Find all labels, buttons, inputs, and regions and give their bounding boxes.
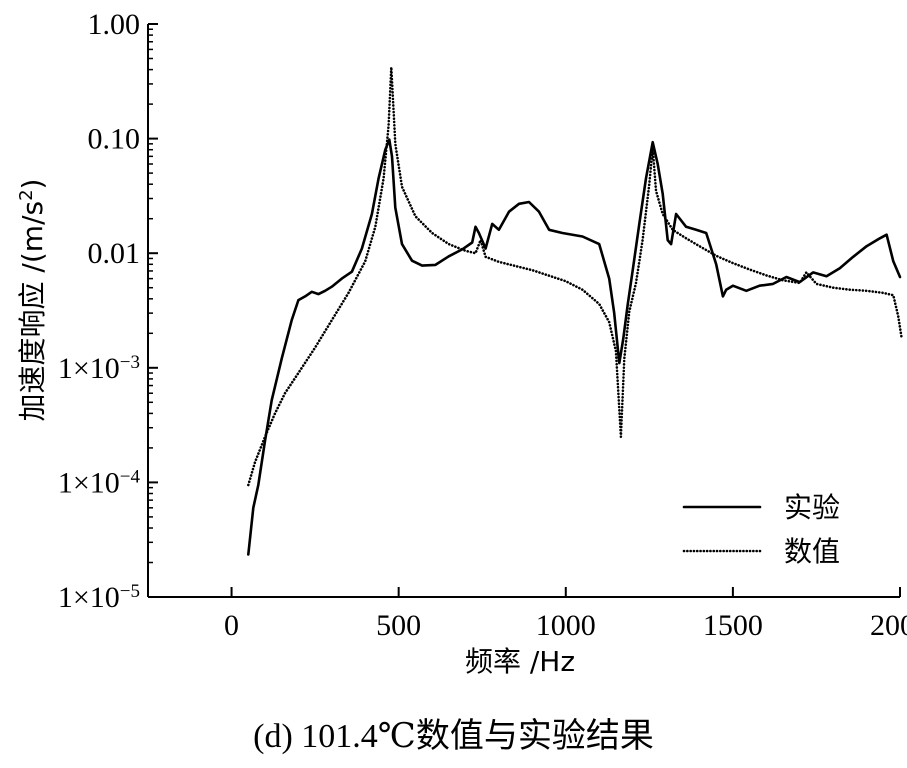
legend-label-experiment: 实验 [784, 491, 840, 524]
series-line-experiment [247, 138, 902, 556]
y-tick-label-2: 0.01 [88, 237, 141, 270]
y-axis-title-base: 加速度响应 /(m/s [16, 201, 49, 422]
series-lines [247, 65, 904, 556]
x-tick-label-4: 2000 [870, 609, 907, 642]
axes [147, 24, 900, 598]
x-tick-label-2: 1000 [536, 609, 596, 642]
series-line-numerical [247, 65, 904, 487]
y-axis-title: 加速度响应 /(m/s2) [16, 179, 50, 422]
y-tick-label-3: 1×10−3 [58, 351, 140, 385]
y-axis-title-sup: 2 [16, 189, 37, 200]
x-tick-label-1: 500 [376, 609, 421, 642]
y-tick-label-0: 1.00 [88, 8, 141, 41]
figure-caption: (d) 101.4℃数值与实验结果 [253, 718, 654, 755]
ticks: 1.00 0.10 0.01 1×10−3 1×10−4 1×10−5 0 500 1000 15… [58, 8, 907, 642]
legend: 实验 数值 [682, 491, 840, 568]
x-tick-label-0: 0 [224, 609, 239, 642]
y-tick-label-1: 0.10 [88, 123, 141, 156]
y-tick-label-5: 1×10−5 [58, 581, 140, 615]
legend-label-numerical: 数值 [784, 535, 840, 568]
y-axis-title-tail: ) [16, 179, 49, 190]
x-axis-title: 频率 /Hz [465, 645, 575, 678]
x-tick-label-3: 1500 [703, 609, 763, 642]
y-tick-label-4: 1×10−4 [58, 466, 141, 500]
